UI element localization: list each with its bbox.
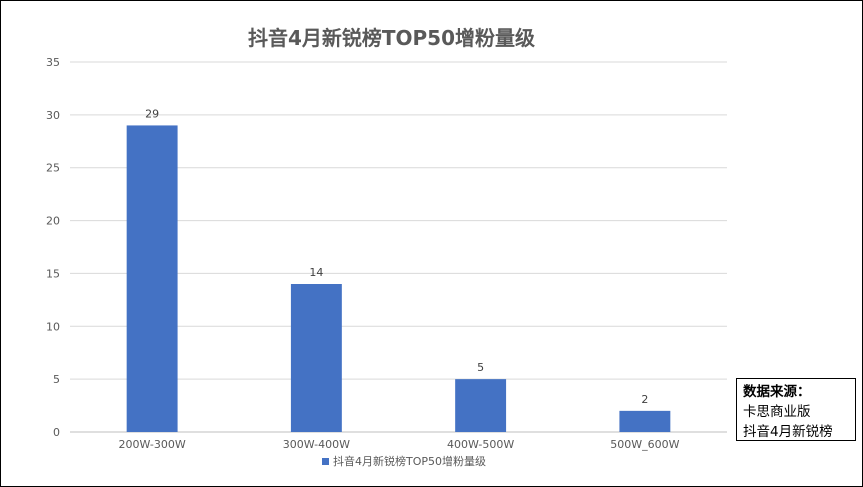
y-tick-label: 35 bbox=[46, 56, 60, 69]
chart-title: 抖音4月新锐榜TOP50增粉量级 bbox=[247, 26, 536, 50]
bar bbox=[619, 410, 671, 432]
bar bbox=[455, 379, 507, 432]
source-heading: 数据来源： bbox=[743, 384, 811, 400]
bar bbox=[126, 125, 178, 432]
source-note: 数据来源： 卡思商业版 抖音4月新锐榜 bbox=[736, 378, 856, 441]
data-label: 29 bbox=[145, 107, 159, 120]
data-label: 2 bbox=[641, 393, 648, 406]
legend-swatch bbox=[322, 458, 329, 465]
x-tick-label: 500W_600W bbox=[610, 438, 679, 451]
x-tick-label: 400W-500W bbox=[447, 438, 514, 451]
source-line-2: 抖音4月新锐榜 bbox=[743, 424, 833, 440]
data-label: 14 bbox=[309, 266, 323, 279]
legend-label: 抖音4月新锐榜TOP50增粉量级 bbox=[333, 454, 486, 468]
x-tick-label: 300W-400W bbox=[283, 438, 350, 451]
y-tick-label: 5 bbox=[53, 373, 60, 386]
y-tick-label: 25 bbox=[46, 162, 60, 175]
data-label: 5 bbox=[477, 361, 484, 374]
y-tick-label: 30 bbox=[46, 109, 60, 122]
y-tick-label: 10 bbox=[46, 320, 60, 333]
source-line-1: 卡思商业版 bbox=[743, 404, 811, 420]
y-tick-label: 20 bbox=[46, 215, 60, 228]
y-tick-label: 0 bbox=[53, 426, 60, 439]
y-tick-label: 15 bbox=[46, 267, 60, 280]
bar bbox=[290, 284, 342, 432]
x-tick-label: 200W-300W bbox=[118, 438, 185, 451]
